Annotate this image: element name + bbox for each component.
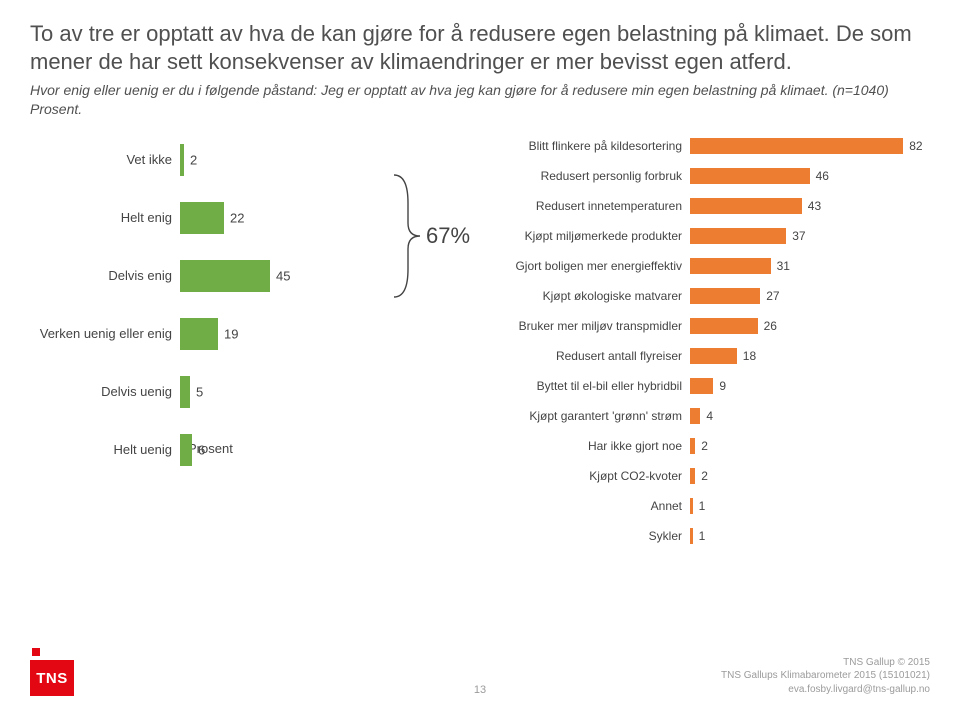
right-chart-bar	[690, 168, 810, 184]
left-chart-category-label: Helt uenig	[30, 442, 180, 457]
right-chart-value-label: 4	[706, 409, 713, 423]
sum-callout: 67%	[390, 171, 480, 301]
right-chart-category-label: Gjort boligen mer energieffektiv	[490, 259, 690, 273]
right-chart-value-label: 43	[808, 199, 821, 213]
right-chart-bar	[690, 498, 693, 514]
page-number: 13	[474, 684, 486, 696]
right-chart-row: Annet 1	[490, 491, 930, 521]
question-subtitle: Hvor enig eller uenig er du i følgende p…	[30, 81, 930, 119]
left-chart-category-label: Verken uenig eller enig	[30, 326, 180, 341]
right-chart-row: Kjøpt garantert 'grønn' strøm 4	[490, 401, 930, 431]
right-chart-bar	[690, 198, 802, 214]
left-chart-category-label: Delvis enig	[30, 268, 180, 283]
left-chart-bar	[180, 318, 218, 350]
right-chart-bar	[690, 378, 713, 394]
right-chart-bar	[690, 528, 693, 544]
right-chart-row: Kjøpt miljømerkede produkter 37	[490, 221, 930, 251]
left-chart-value-label: 19	[224, 326, 238, 341]
right-chart-category-label: Blitt flinkere på kildesortering	[490, 139, 690, 153]
left-chart-category-label: Helt enig	[30, 210, 180, 225]
right-chart-row: Kjøpt økologiske matvarer 27	[490, 281, 930, 311]
tns-logo: TNS	[30, 648, 74, 696]
left-chart-bar	[180, 376, 190, 408]
right-chart-value-label: 1	[699, 499, 706, 513]
right-chart-bar	[690, 438, 695, 454]
left-chart-bar	[180, 144, 184, 176]
right-chart-row: Sykler 1	[490, 521, 930, 551]
credit-line-3: eva.fosby.livgard@tns-gallup.no	[721, 683, 930, 697]
right-chart-category-label: Kjøpt CO2-kvoter	[490, 469, 690, 483]
right-chart-bar	[690, 138, 903, 154]
credit-line-2: TNS Gallups Klimabarometer 2015 (1510102…	[721, 669, 930, 683]
right-chart-row: Bruker mer miljøv transpmidler 26	[490, 311, 930, 341]
right-chart-category-label: Annet	[490, 499, 690, 513]
right-chart-value-label: 27	[766, 289, 779, 303]
right-chart-value-label: 2	[701, 439, 708, 453]
right-chart-row: Byttet til el-bil eller hybridbil 9	[490, 371, 930, 401]
actions-bar-chart: Blitt flinkere på kildesortering 82 Reduse…	[490, 131, 930, 551]
right-chart-row: Har ikke gjort noe 2	[490, 431, 930, 461]
right-chart-category-label: Redusert personlig forbruk	[490, 169, 690, 183]
left-chart-value-label: 5	[196, 384, 203, 399]
right-chart-row: Redusert innetemperaturen 43	[490, 191, 930, 221]
left-chart-bar	[180, 434, 192, 466]
right-chart-category-label: Har ikke gjort noe	[490, 439, 690, 453]
right-chart-bar	[690, 468, 695, 484]
credit-line-1: TNS Gallup © 2015	[721, 656, 930, 670]
left-chart-value-label: 6	[198, 442, 205, 457]
left-chart-row: Delvis enig 45	[30, 247, 380, 305]
page-title: To av tre er opptatt av hva de kan gjøre…	[30, 20, 930, 75]
agreement-bar-chart: Vet ikke 2 Helt enig 22 Delvis enig 45 Verken …	[30, 131, 380, 456]
right-chart-category-label: Kjøpt miljømerkede produkter	[490, 229, 690, 243]
right-chart-row: Redusert antall flyreiser 18	[490, 341, 930, 371]
right-chart-value-label: 9	[719, 379, 726, 393]
right-chart-bar	[690, 318, 758, 334]
left-chart-value-label: 22	[230, 210, 244, 225]
right-chart-value-label: 1	[699, 529, 706, 543]
right-chart-value-label: 18	[743, 349, 756, 363]
right-chart-category-label: Byttet til el-bil eller hybridbil	[490, 379, 690, 393]
right-chart-value-label: 82	[909, 139, 922, 153]
left-chart-row: Verken uenig eller enig 19	[30, 305, 380, 363]
left-chart-category-label: Vet ikke	[30, 152, 180, 167]
left-chart-row: Helt enig 22	[30, 189, 380, 247]
footer-credits: TNS Gallup © 2015 TNS Gallups Klimabarom…	[721, 656, 930, 697]
left-chart-bar	[180, 260, 270, 292]
tns-logo-text: TNS	[30, 660, 74, 696]
left-chart-row: Helt uenig 6	[30, 421, 380, 479]
right-chart-value-label: 2	[701, 469, 708, 483]
right-chart-value-label: 37	[792, 229, 805, 243]
sum-callout-text: 67%	[426, 223, 470, 249]
right-chart-row: Kjøpt CO2-kvoter 2	[490, 461, 930, 491]
left-chart-category-label: Delvis uenig	[30, 384, 180, 399]
right-chart-row: Gjort boligen mer energieffektiv 31	[490, 251, 930, 281]
right-chart-value-label: 46	[816, 169, 829, 183]
right-chart-row: Blitt flinkere på kildesortering 82	[490, 131, 930, 161]
right-chart-category-label: Sykler	[490, 529, 690, 543]
left-chart-value-label: 2	[190, 152, 197, 167]
left-chart-bar	[180, 202, 224, 234]
left-chart-row: Delvis uenig 5	[30, 363, 380, 421]
right-chart-bar	[690, 288, 760, 304]
right-chart-bar	[690, 228, 786, 244]
right-chart-bar	[690, 348, 737, 364]
right-chart-value-label: 26	[764, 319, 777, 333]
right-chart-row: Redusert personlig forbruk 46	[490, 161, 930, 191]
right-chart-category-label: Kjøpt økologiske matvarer	[490, 289, 690, 303]
right-chart-bar	[690, 408, 700, 424]
right-chart-bar	[690, 258, 771, 274]
right-chart-category-label: Redusert antall flyreiser	[490, 349, 690, 363]
left-chart-value-label: 45	[276, 268, 290, 283]
right-chart-category-label: Redusert innetemperaturen	[490, 199, 690, 213]
right-chart-value-label: 31	[777, 259, 790, 273]
right-chart-category-label: Kjøpt garantert 'grønn' strøm	[490, 409, 690, 423]
right-chart-category-label: Bruker mer miljøv transpmidler	[490, 319, 690, 333]
left-chart-row: Vet ikke 2	[30, 131, 380, 189]
